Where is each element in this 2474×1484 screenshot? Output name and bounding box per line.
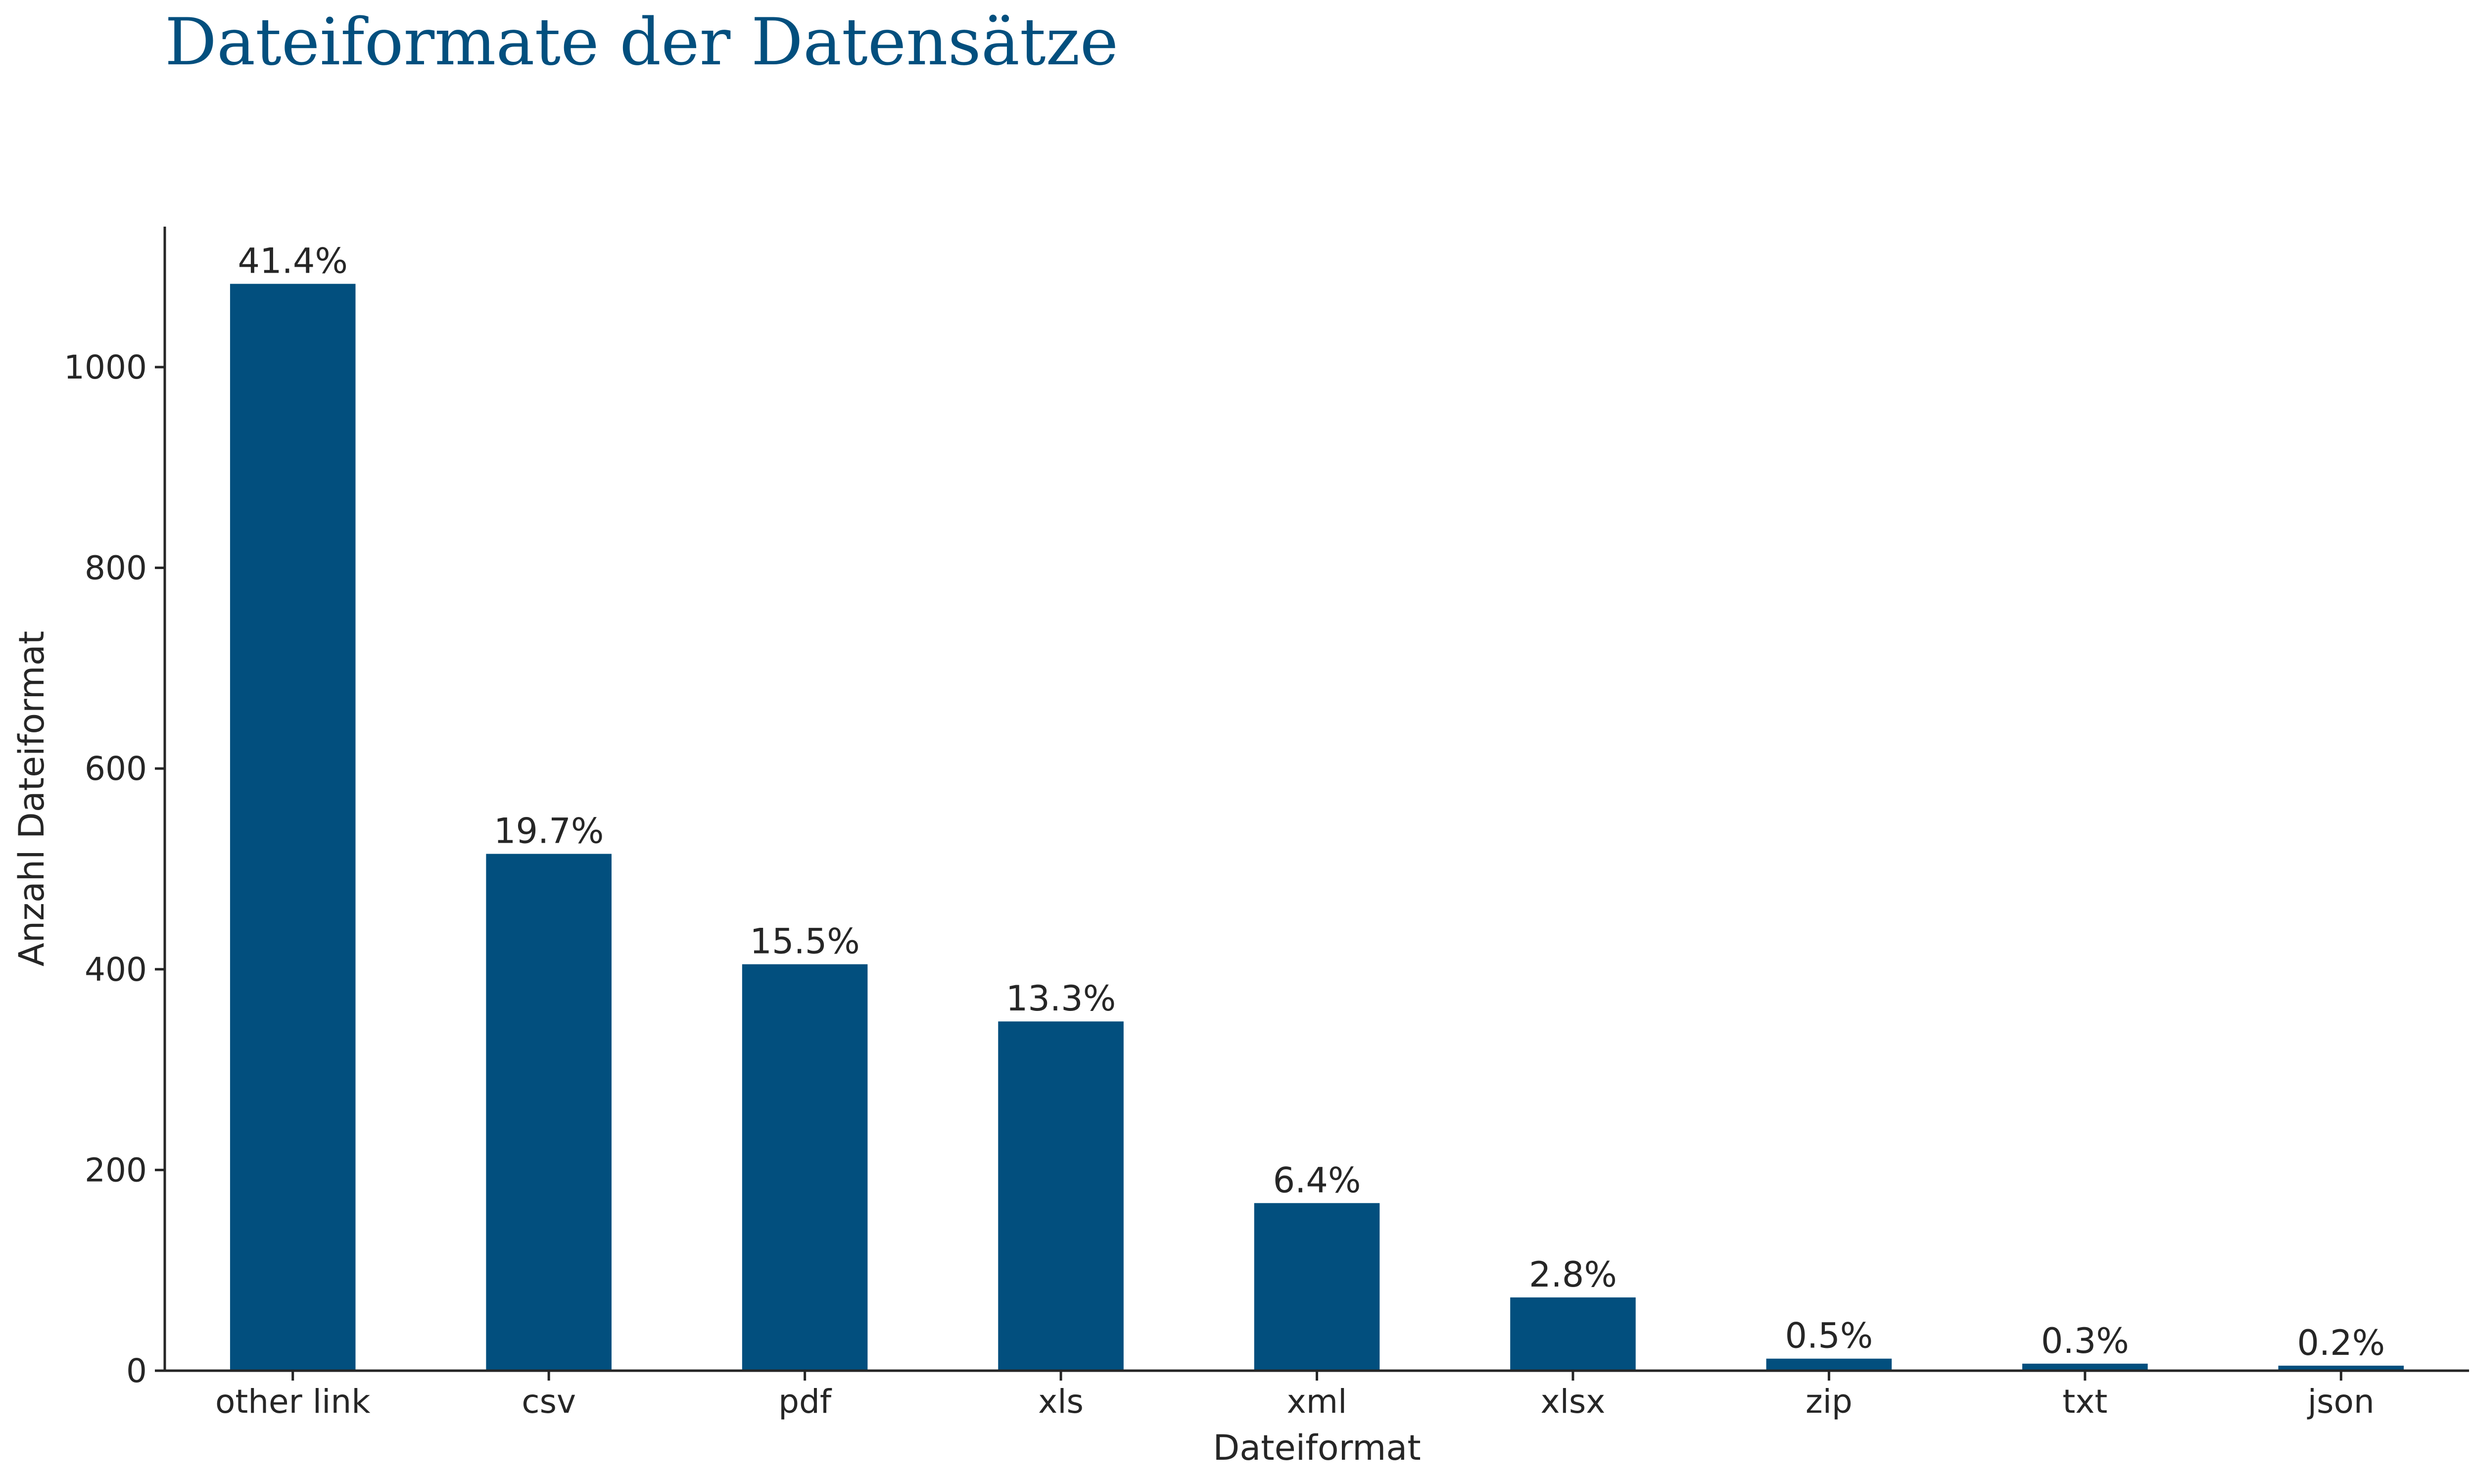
x-tick-label: xls xyxy=(1038,1383,1084,1421)
bar-value-label: 6.4% xyxy=(1273,1160,1361,1200)
bar-value-label: 0.2% xyxy=(2297,1323,2385,1363)
bar-value-label: 41.4% xyxy=(238,241,348,282)
x-axis-label: Dateiformat xyxy=(1213,1428,1421,1468)
x-tick-label: json xyxy=(2307,1383,2375,1421)
bar-zip xyxy=(1766,1358,1892,1371)
bar-xml xyxy=(1254,1203,1380,1371)
bar-json xyxy=(2278,1365,2404,1371)
y-tick-label: 400 xyxy=(85,951,147,989)
y-tick-label: 1000 xyxy=(64,348,147,386)
bar-value-label: 15.5% xyxy=(750,921,859,962)
x-tick-label: xlsx xyxy=(1541,1383,1606,1421)
x-tick-label: pdf xyxy=(778,1383,832,1421)
bar-value-label: 19.7% xyxy=(494,811,604,852)
bar-xlsx xyxy=(1510,1297,1636,1371)
chart-title: Dateiformate der Datensätze xyxy=(165,4,1119,80)
bar-value-label: 2.8% xyxy=(1529,1254,1617,1295)
bar-value-label: 0.5% xyxy=(1785,1316,1873,1356)
bar-csv xyxy=(486,854,612,1371)
bar-value-label: 0.3% xyxy=(2041,1321,2129,1361)
bar-value-label: 13.3% xyxy=(1006,978,1116,1019)
x-tick-label: zip xyxy=(1806,1383,1853,1421)
x-tick-label: txt xyxy=(2062,1383,2107,1421)
x-tick-label: xml xyxy=(1287,1383,1347,1421)
x-tick-label: csv xyxy=(522,1383,576,1421)
y-tick-label: 200 xyxy=(85,1151,147,1189)
y-tick-label: 0 xyxy=(126,1352,147,1390)
bar-pdf xyxy=(742,964,868,1371)
y-tick-label: 600 xyxy=(85,750,147,788)
bar-txt xyxy=(2022,1363,2148,1371)
y-axis-label: Anzahl Dateiformat xyxy=(11,631,52,966)
bar-other-link xyxy=(230,284,356,1371)
x-tick-label: other link xyxy=(215,1383,371,1421)
bar-xls xyxy=(998,1021,1124,1371)
y-tick-label: 800 xyxy=(85,549,147,587)
